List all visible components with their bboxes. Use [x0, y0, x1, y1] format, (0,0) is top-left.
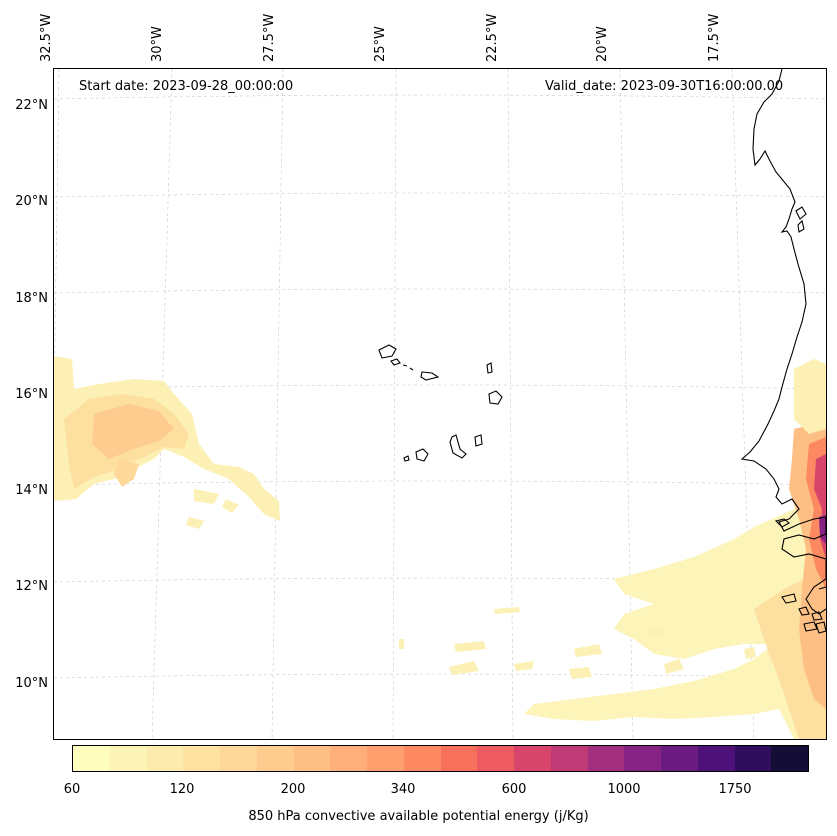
colorbar-tick-1750: 1750 [718, 782, 752, 797]
map-panel[interactable] [53, 68, 827, 740]
colorbar-swatch-3 [183, 746, 220, 771]
lat-label-12n: 12°N [15, 579, 48, 594]
lat-label-16n: 16°N [15, 387, 48, 402]
colorbar-swatch-19 [771, 746, 808, 771]
colorbar-swatch-11 [477, 746, 514, 771]
colorbar-swatch-0 [73, 746, 110, 771]
colorbar-tick-200: 200 [280, 782, 306, 797]
colorbar-swatch-4 [220, 746, 257, 771]
start-date-label: Start date: 2023-09-28_00:00:00 [79, 79, 294, 94]
cape-field-west [54, 356, 280, 529]
lat-label-18n: 18°N [15, 291, 48, 306]
cape-field-east [399, 359, 826, 739]
valid-date-label: Valid_date: 2023-09-30T16:00:00.00 [545, 79, 784, 94]
lon-label-22-5w: 22.5°W [485, 13, 500, 62]
colorbar-tick-600: 600 [501, 782, 527, 797]
colorbar-label: 850 hPa convective available potential e… [248, 809, 589, 824]
colorbar-swatch-10 [440, 746, 478, 771]
colorbar-swatch-15 [624, 746, 661, 771]
colorbar-swatch-6 [293, 746, 331, 771]
colorbar-swatch-12 [514, 746, 551, 771]
colorbar-swatch-2 [146, 746, 184, 771]
colorbar-swatch-17 [697, 746, 735, 771]
lon-label-25w: 25°W [373, 26, 388, 62]
colorbar-swatch-7 [330, 746, 367, 771]
colorbar-tick-340: 340 [390, 782, 416, 797]
colorbar-swatch-13 [550, 746, 588, 771]
colorbar-tick-1000: 1000 [607, 782, 641, 797]
lon-label-27-5w: 27.5°W [262, 13, 277, 62]
colorbar-swatch-16 [661, 746, 698, 771]
colorbar-tick-120: 120 [169, 782, 195, 797]
lat-label-10n: 10°N [15, 676, 48, 691]
lon-label-30w: 30°W [150, 26, 165, 62]
colorbar-swatch-1 [109, 746, 147, 771]
coastline-africa [740, 69, 826, 634]
colorbar-swatch-8 [367, 746, 404, 771]
colorbar-swatch-18 [734, 746, 772, 771]
map-canvas[interactable] [54, 69, 826, 739]
lon-label-32-5w: 32.5°W [39, 13, 54, 62]
lat-label-22n: 22°N [15, 98, 48, 113]
lat-label-14n: 14°N [15, 483, 48, 498]
colorbar [72, 745, 809, 772]
lon-label-20w: 20°W [595, 26, 610, 62]
lon-label-17-5w: 17.5°W [707, 13, 722, 62]
cape-verde-islands [378, 344, 503, 462]
colorbar-swatch-14 [587, 746, 625, 771]
colorbar-tick-60: 60 [63, 782, 81, 797]
colorbar-swatch-5 [256, 746, 294, 771]
colorbar-swatch-9 [403, 746, 441, 771]
lat-label-20n: 20°N [15, 194, 48, 209]
